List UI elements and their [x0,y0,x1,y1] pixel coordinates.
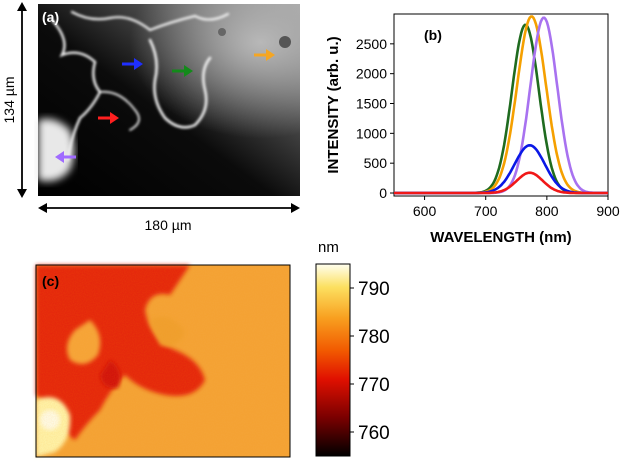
colorbar-tick-label: 770 [358,375,390,396]
arrows-group [55,49,275,163]
y-axis-label: INTENSITY (arb. u.) [325,36,342,173]
x-tick-label: 700 [474,203,498,219]
wavelength-map-svg: (c) nm 790 780 770 760 [35,239,390,458]
panel-a-label: (a) [42,9,59,25]
height-scale-arrowhead-bottom [17,189,27,198]
micrograph-svg: (a) 134 µm 180 µm [1,2,300,233]
arrow-blue-head [134,58,143,70]
x-tick-label: 600 [413,203,437,219]
colorbar-tick-label: 790 [358,279,390,300]
map-noise [36,265,290,457]
panel-c-wavelength-map: (c) nm 790 780 770 760 [0,239,400,470]
spectra-chart-svg: 0 500 1000 1500 2000 2500 600 700 800 900 (b) WA… [325,13,620,246]
y-tick-label: 2500 [356,36,387,52]
bright-spot-region [38,118,74,182]
colorbar-tick-label: 760 [358,423,390,444]
map-frame [35,264,291,458]
arrow-purple [55,151,76,163]
dark-spot [218,28,226,36]
height-scale-label: 134 µm [1,77,17,124]
colorbar-tick-label: 780 [358,327,390,348]
y-tick-label: 1500 [356,96,387,112]
width-scale-arrowhead-left [38,203,47,213]
panel-b-label: (b) [424,27,442,43]
series-line-red [394,171,608,195]
x-tick-label: 900 [596,203,620,219]
colorbar [315,263,351,457]
x-tick-label: 800 [535,203,559,219]
dark-spot [279,36,291,48]
arrow-green-head [184,65,193,77]
colorbar-title: nm [318,240,339,256]
y-axis-ticks: 0 500 1000 1500 2000 2500 [356,36,394,201]
panel-b-spectra-chart: 0 500 1000 1500 2000 2500 600 700 800 900 (b) WA… [318,0,640,250]
panel-c-label: (c) [42,273,59,289]
series-lines [394,15,608,195]
width-scale-label: 180 µm [145,217,192,233]
arrow-orange [254,49,275,61]
y-tick-label: 2000 [356,66,387,82]
micrograph-glow [38,4,300,196]
y-tick-label: 1000 [356,125,387,141]
arrow-blue [122,58,143,70]
filament-group [50,10,230,162]
colorbar-ticks: 790 780 770 760 [350,279,390,444]
width-scale-arrowhead-right [291,203,300,213]
x-axis-label: WAVELENGTH (nm) [430,229,571,246]
arrow-purple-head [55,151,64,163]
y-tick-label: 500 [364,155,388,171]
arrow-orange-head [266,49,275,61]
x-axis-ticks: 600 700 800 900 [413,196,620,219]
height-scale-arrowhead-top [17,2,27,11]
y-tick-label: 0 [379,185,387,201]
arrow-red-head [110,112,119,124]
arrow-green [172,65,193,77]
panel-a-micrograph: (a) 134 µm 180 µm [0,0,310,240]
arrow-red [98,112,119,124]
